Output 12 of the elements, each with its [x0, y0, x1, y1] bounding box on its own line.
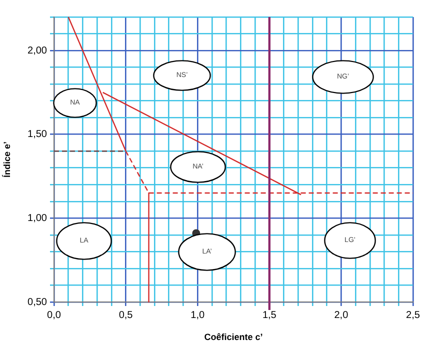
x-tick-label: 0,5: [118, 310, 134, 321]
x-tick-label: 2,5: [406, 310, 420, 321]
x-tick-label: 1,0: [190, 310, 205, 321]
y-tick-label: 2,00: [28, 45, 48, 56]
y-tick-label: 1,00: [28, 212, 48, 224]
x-tick-label: 0,0: [47, 310, 62, 321]
x-tick-label: 2,0: [334, 310, 349, 321]
y-tick-label: 1,50: [28, 129, 48, 140]
x-axis-title: Coêficiente c’: [204, 332, 263, 342]
y-axis-title: Índice e’: [2, 141, 12, 178]
x-tick-label: 1,5: [262, 310, 277, 321]
y-tick-label: 0,50: [28, 296, 48, 308]
